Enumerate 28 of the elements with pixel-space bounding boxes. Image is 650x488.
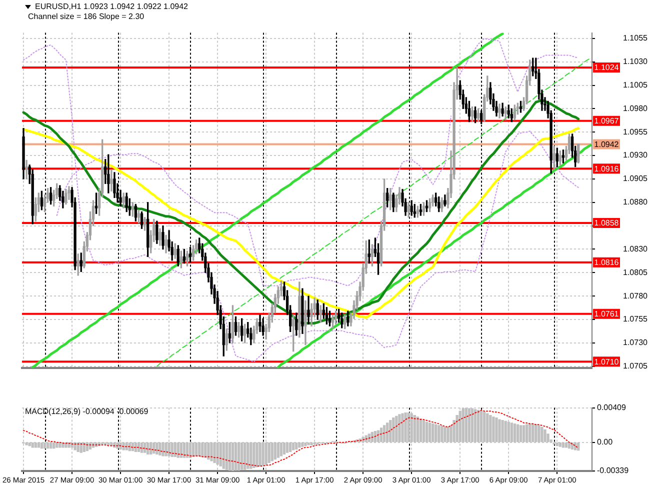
y-tick-label: 1.0730 <box>623 338 648 348</box>
y-tick-label: 1.0780 <box>623 291 648 300</box>
y-tick-label: 1.0955 <box>623 127 648 136</box>
chart-subtitle: Channel size = 186 Slope = 2.30 <box>27 12 146 22</box>
ref-line-label: 1.0942 <box>594 140 620 149</box>
y-tick-label: 1.0755 <box>623 314 648 324</box>
y-tick-label: 1.0705 <box>623 362 648 371</box>
ref-line-label: 1.0761 <box>594 310 620 319</box>
ref-line-label: 1.1024 <box>594 63 620 72</box>
ref-line-label: 1.0967 <box>594 116 620 126</box>
y-tick-label: 0.00409 <box>597 403 626 412</box>
y-tick-label: 1.1005 <box>623 80 648 90</box>
y-tick-label: -0.00339 <box>597 466 630 476</box>
ref-line-label: 1.0916 <box>594 164 620 174</box>
y-tick-label: 1.0880 <box>623 198 648 207</box>
y-tick-label: 1.1030 <box>623 57 648 66</box>
chart-title: MACD(12,26,9) -0.00094 -0.00069 <box>25 407 148 417</box>
chart-title: EURUSD,H1 1.0923 1.0942 1.0922 1.0942 <box>35 2 188 12</box>
y-tick-label: 0.00 <box>597 438 614 447</box>
y-tick-label: 1.0805 <box>623 268 648 277</box>
ref-line-label: 1.0710 <box>594 357 620 366</box>
ref-line-label: 1.0858 <box>594 218 620 228</box>
y-tick-label: 1.0980 <box>623 104 648 113</box>
y-tick-label: 1.0830 <box>623 244 648 254</box>
y-tick-label: 1.0905 <box>623 174 648 184</box>
ref-line-label: 1.0816 <box>594 258 620 268</box>
y-tick-label: 1.0930 <box>623 150 648 160</box>
y-tick-label: 1.1055 <box>623 34 648 43</box>
